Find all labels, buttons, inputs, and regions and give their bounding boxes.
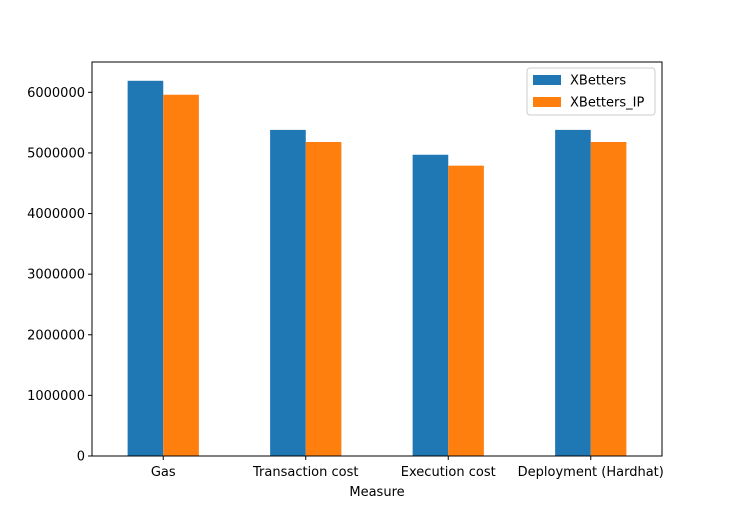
y-tick-label: 5000000 (27, 146, 85, 161)
y-axis: 0 1000000 2000000 3000000 4000000 5000000 6000… (27, 86, 92, 465)
bars-group (127, 80, 627, 457)
bar-xbetters-ip-3 (590, 142, 627, 456)
x-tick-label: Transaction cost (252, 465, 358, 480)
x-tick-label: Deployment (Hardhat) (518, 465, 664, 480)
y-tick-label: 2000000 (27, 328, 85, 343)
bar-xbetters-3 (555, 129, 591, 457)
legend: XBetters XBetters_IP (526, 67, 656, 116)
legend-label: XBetters (570, 74, 626, 89)
x-tick-label: Gas (151, 465, 176, 480)
y-tick-label: 0 (77, 450, 85, 465)
y-tick-label: 3000000 (27, 268, 85, 283)
y-tick-label: 6000000 (27, 86, 85, 101)
bar-xbetters-0 (127, 80, 164, 456)
plot-frame (91, 61, 663, 457)
y-tick-label: 4000000 (27, 207, 85, 222)
x-axis-label: Measure (349, 485, 404, 500)
y-tick-label: 1000000 (27, 389, 85, 404)
bar-xbetters-ip-0 (163, 94, 199, 457)
bar-xbetters-ip-1 (305, 142, 342, 456)
bar-xbetters-ip-2 (448, 165, 484, 456)
bar-xbetters-1 (270, 129, 306, 457)
legend-label: XBetters_IP (570, 96, 644, 111)
legend-swatch-xbetters (533, 75, 561, 85)
x-tick-label: Execution cost (401, 465, 496, 480)
legend-swatch-xbetters-ip (533, 97, 561, 107)
x-axis: Gas Transaction cost Execution cost Deploym… (151, 456, 664, 480)
bar-xbetters-2 (412, 154, 449, 457)
